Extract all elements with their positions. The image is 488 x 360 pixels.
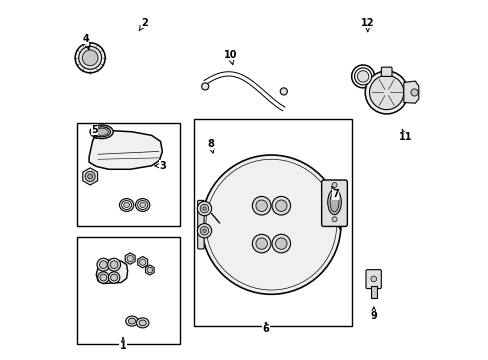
Ellipse shape	[90, 125, 113, 139]
Ellipse shape	[327, 190, 341, 215]
Text: 4: 4	[82, 34, 89, 50]
Circle shape	[139, 259, 145, 265]
Circle shape	[354, 68, 371, 85]
Circle shape	[100, 274, 106, 281]
Polygon shape	[82, 168, 98, 185]
Circle shape	[85, 171, 95, 181]
Circle shape	[205, 159, 336, 290]
Text: 5: 5	[91, 125, 98, 138]
Circle shape	[108, 272, 120, 283]
Ellipse shape	[139, 320, 146, 326]
Ellipse shape	[329, 192, 338, 212]
Circle shape	[98, 272, 109, 283]
Circle shape	[201, 155, 340, 294]
Ellipse shape	[123, 203, 129, 207]
Circle shape	[87, 174, 93, 179]
Text: 1: 1	[120, 338, 126, 351]
Text: 12: 12	[360, 18, 374, 32]
Circle shape	[100, 261, 107, 269]
Polygon shape	[403, 81, 418, 103]
Circle shape	[252, 234, 270, 253]
Text: 11: 11	[398, 129, 411, 142]
Circle shape	[255, 238, 267, 249]
Circle shape	[275, 200, 286, 211]
Circle shape	[369, 75, 403, 110]
Circle shape	[271, 234, 290, 253]
Ellipse shape	[119, 199, 134, 211]
Circle shape	[127, 256, 133, 262]
Polygon shape	[89, 131, 162, 169]
Text: 6: 6	[262, 322, 269, 334]
Ellipse shape	[138, 201, 147, 210]
Ellipse shape	[135, 199, 149, 211]
Circle shape	[331, 217, 336, 222]
Bar	[77, 237, 180, 344]
Text: 3: 3	[155, 161, 166, 171]
Circle shape	[357, 71, 368, 82]
Ellipse shape	[122, 201, 131, 210]
Text: 2: 2	[139, 18, 147, 31]
Text: 10: 10	[223, 50, 237, 65]
Ellipse shape	[93, 127, 110, 137]
Circle shape	[79, 46, 102, 69]
Circle shape	[351, 65, 374, 88]
Circle shape	[203, 207, 206, 210]
Circle shape	[280, 88, 287, 95]
Ellipse shape	[140, 203, 145, 207]
Bar	[194, 119, 351, 327]
Circle shape	[197, 224, 211, 238]
FancyBboxPatch shape	[197, 201, 203, 249]
Circle shape	[365, 71, 407, 114]
Ellipse shape	[95, 128, 108, 135]
Polygon shape	[145, 265, 154, 275]
Circle shape	[107, 258, 121, 271]
Circle shape	[271, 197, 290, 215]
Ellipse shape	[136, 318, 149, 328]
Bar	[370, 287, 376, 298]
Polygon shape	[125, 253, 135, 264]
Circle shape	[252, 197, 270, 215]
FancyBboxPatch shape	[365, 270, 381, 289]
Circle shape	[200, 204, 208, 213]
Circle shape	[201, 83, 208, 90]
Circle shape	[197, 202, 211, 216]
Circle shape	[82, 50, 98, 66]
Circle shape	[255, 200, 267, 211]
Circle shape	[75, 43, 105, 73]
Ellipse shape	[128, 318, 135, 324]
Text: 9: 9	[370, 307, 376, 321]
Circle shape	[203, 229, 206, 233]
Text: 7: 7	[331, 186, 338, 199]
Circle shape	[331, 183, 336, 188]
Text: 8: 8	[207, 139, 214, 153]
Circle shape	[147, 267, 152, 273]
Circle shape	[200, 226, 208, 235]
Circle shape	[410, 89, 417, 96]
FancyBboxPatch shape	[321, 180, 346, 226]
Polygon shape	[96, 260, 127, 284]
Bar	[77, 123, 180, 226]
Circle shape	[97, 258, 110, 271]
Circle shape	[110, 274, 117, 281]
Circle shape	[275, 238, 286, 249]
Circle shape	[110, 261, 118, 269]
FancyBboxPatch shape	[381, 67, 391, 76]
Polygon shape	[138, 256, 147, 268]
Circle shape	[370, 276, 376, 282]
Ellipse shape	[125, 316, 138, 326]
